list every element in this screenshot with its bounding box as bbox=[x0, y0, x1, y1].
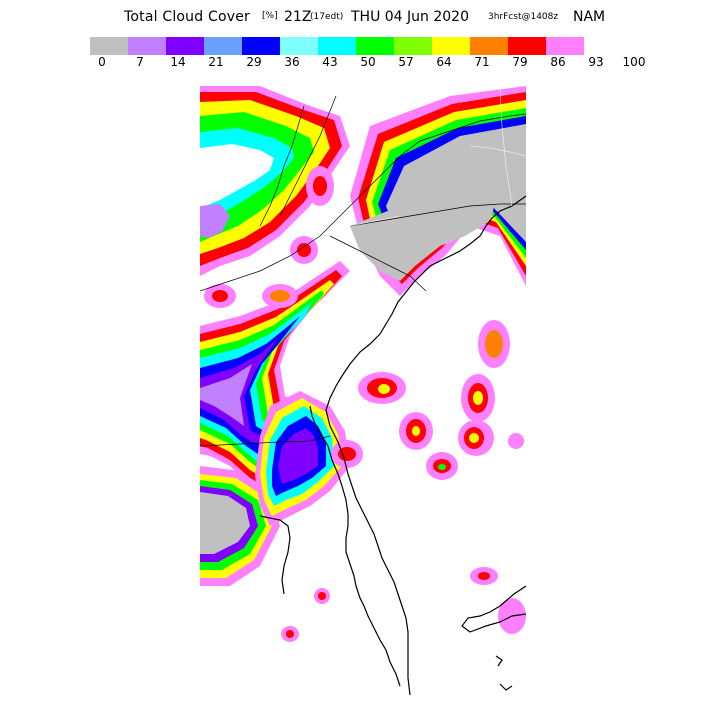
legend-swatch bbox=[432, 37, 470, 55]
title-local-time: (17edt) bbox=[310, 12, 344, 22]
cloud-cover-map bbox=[200, 86, 526, 695]
state-boundaries bbox=[200, 95, 526, 447]
title-model: NAM bbox=[573, 9, 606, 25]
title-date: THU 04 Jun 2020 bbox=[351, 9, 469, 25]
legend-tick-label: 86 bbox=[550, 55, 566, 69]
legend-swatch bbox=[280, 37, 318, 55]
legend-swatch bbox=[166, 37, 204, 55]
title-forecast-info: 3hrFcst@1408z bbox=[488, 12, 559, 22]
legend-tick-label: 0 bbox=[98, 55, 106, 69]
cloud-band-southeast bbox=[255, 391, 350, 526]
legend-swatch bbox=[318, 37, 356, 55]
title-valid-time: 21Z bbox=[284, 9, 312, 25]
legend-tick-label: 93 bbox=[588, 55, 604, 69]
legend-swatch bbox=[356, 37, 394, 55]
legend-tick-label: 57 bbox=[398, 55, 414, 69]
legend-swatch bbox=[128, 37, 166, 55]
legend-tick-label: 43 bbox=[322, 55, 338, 69]
title-units: [%] bbox=[262, 11, 278, 21]
legend-tick-label: 21 bbox=[208, 55, 224, 69]
cloud-cells-offshore bbox=[281, 320, 526, 642]
county-lines bbox=[349, 86, 526, 227]
legend-tick-label: 36 bbox=[284, 55, 300, 69]
legend-tick-label: 29 bbox=[246, 55, 262, 69]
coastline bbox=[259, 195, 526, 695]
legend-swatch bbox=[470, 37, 508, 55]
legend-tick-label: 71 bbox=[474, 55, 490, 69]
legend-swatch bbox=[546, 37, 584, 55]
legend-tick-label: 79 bbox=[512, 55, 528, 69]
legend-tick-label: 7 bbox=[136, 55, 144, 69]
cloud-cells-northwest bbox=[200, 86, 350, 308]
legend-tick-label: 14 bbox=[170, 55, 186, 69]
legend-tick-label: 64 bbox=[436, 55, 452, 69]
legend-swatch bbox=[394, 37, 432, 55]
legend-ticks: 0 7 14 21 29 36 43 50 57 64 71 79 86 93 100 bbox=[0, 55, 726, 71]
legend-swatch bbox=[242, 37, 280, 55]
legend-tick-label: 50 bbox=[360, 55, 376, 69]
legend-swatch bbox=[508, 37, 546, 55]
color-legend bbox=[90, 37, 584, 55]
cloud-region-northeast bbox=[350, 86, 526, 296]
legend-swatch bbox=[204, 37, 242, 55]
legend-swatch bbox=[90, 37, 128, 55]
chart-title: Total Cloud Cover [%] 21Z (17edt) THU 04… bbox=[0, 9, 726, 29]
legend-tick-label: 100 bbox=[622, 55, 646, 69]
title-field-name: Total Cloud Cover bbox=[124, 9, 250, 25]
